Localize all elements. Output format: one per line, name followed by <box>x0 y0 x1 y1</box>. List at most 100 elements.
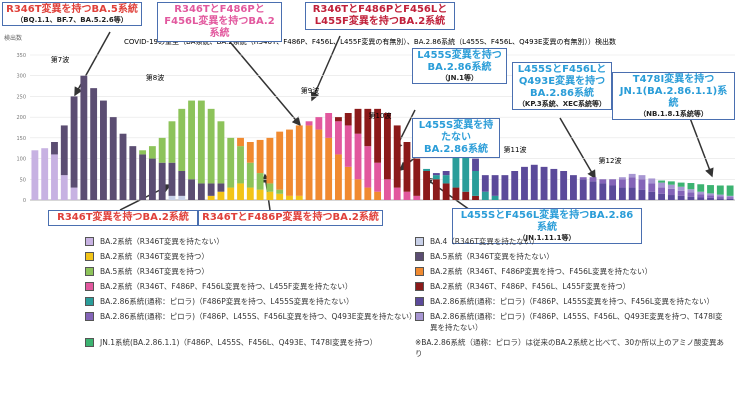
bar-segment <box>276 131 284 190</box>
bar-segment <box>716 198 724 200</box>
callout-line: （BQ.1.1、BF.7、BA.5.2.6等） <box>16 16 128 24</box>
bar-segment <box>560 171 568 200</box>
legend-swatch <box>85 338 94 347</box>
bar-segment <box>618 179 626 188</box>
legend-label: BA.2.86系統(通称：ピロラ)（F486P、L455S変異を持つ、F456L… <box>430 297 714 306</box>
bar-segment <box>442 175 450 184</box>
bar-segment <box>60 175 68 200</box>
bar-segment <box>687 189 695 193</box>
bar-segment <box>286 129 293 196</box>
bar-segment <box>726 197 734 199</box>
bar-segment <box>178 108 186 171</box>
callout-line: T478I変異を持つ <box>632 74 715 85</box>
bar-segment <box>393 187 401 200</box>
bar-segment <box>687 183 695 190</box>
bar-segment <box>335 117 342 122</box>
bar-segment <box>354 133 362 180</box>
bar-segment <box>530 164 538 200</box>
legend-swatch <box>415 252 424 261</box>
bar-segment <box>119 133 127 200</box>
callout: R346TとF486P変異を持つBA.2系統 <box>198 210 383 226</box>
legend-label: BA.2系統（R346T、F486P、F456L、L455F変異を持つ） <box>430 282 631 291</box>
chart-title: COVID-19の重型（BA系統、BA.2系統（R346T、F486P、F456… <box>124 37 616 46</box>
callout-line: L455SとF456L変異を持つBA.2.86系統 <box>460 210 634 233</box>
bar-segment <box>41 148 49 200</box>
callout-line: R346TとF486P変異を持つBA.2系統 <box>202 212 379 223</box>
callout-line: BA.2.86系統 <box>423 144 489 155</box>
bar-segment <box>237 146 244 184</box>
callout: R346T変異を持つBA.5系統 （BQ.1.1、BF.7、BA.5.2.6等） <box>2 2 142 27</box>
bar-segment <box>570 175 577 200</box>
bar-segment <box>677 195 685 200</box>
legend-swatch <box>85 312 94 321</box>
legend-swatch <box>415 312 424 321</box>
bar-segment <box>374 108 382 163</box>
legend-swatch <box>85 267 94 276</box>
footnote: ※BA.2.86系統（通称：ピロラ）は従来のBA.2系統と比べて、30か所以上の… <box>415 338 725 358</box>
wave-label: 第11波 <box>504 145 527 154</box>
bar-segment <box>638 175 646 180</box>
bar-segment <box>246 162 254 188</box>
bar-segment <box>207 183 215 196</box>
legend-label: BA.2系統（R346T、F486P、F456L変異を持つ、L455F変異を持た… <box>100 282 353 291</box>
bar-segment <box>442 183 450 200</box>
bar-segment <box>315 117 323 130</box>
bar-segment <box>295 125 303 196</box>
bar-segment <box>325 137 333 200</box>
callout: L455S変異を持つ BA.2.86系統 （JN.1等） <box>412 48 507 85</box>
bar-segment <box>432 179 440 200</box>
bar-segment <box>579 179 587 200</box>
bar-segment <box>129 146 137 200</box>
bar-segment <box>246 142 254 163</box>
legend-label: BA.2.86系統(通称：ピロラ)（F486P、L455S、F456L変異を持つ… <box>100 312 417 321</box>
bar-segment <box>237 137 244 147</box>
bar-segment <box>207 195 215 200</box>
bar-segment <box>648 178 656 184</box>
bar-segment <box>266 183 274 192</box>
callout-line: JN.1(BA.2.86.1.1)系統 <box>619 86 728 109</box>
bar-segment <box>168 195 176 200</box>
bar-segment <box>716 185 724 195</box>
bar-segment <box>462 133 470 192</box>
bar-segment <box>658 187 665 194</box>
bar-segment <box>70 187 78 200</box>
bar-segment <box>501 175 509 200</box>
bar-segment <box>667 188 675 196</box>
legend-item: BA.2系統（R346T変異を持たない） <box>85 236 415 247</box>
bar-segment <box>217 183 225 192</box>
bar-segment <box>403 142 411 192</box>
bar-segment <box>139 150 147 155</box>
bar-segment <box>677 182 685 187</box>
bar-segment <box>148 158 156 200</box>
bar-segment <box>256 139 264 174</box>
callout-line: F456L変異を持つBA.2系統 <box>164 16 275 39</box>
chart: COVID-19の重型（BA系統、BA.2系統（R346T、F486P、F456… <box>4 31 735 211</box>
wave-label: 第7波 <box>51 55 69 64</box>
bar-segment <box>364 187 372 200</box>
bar-segment <box>383 179 391 200</box>
legend-item: BA.2.86系統(通称：ピロラ)（F486P、L455S、F456L変異を持つ… <box>85 311 417 333</box>
bar-segment <box>687 196 695 200</box>
callout: R346TとF486PとF456Lと L455F変異を持つBA.2系統 <box>305 2 455 30</box>
bar-segment <box>687 192 695 197</box>
wave-label: 第10波 <box>369 111 392 120</box>
bar-segment <box>256 189 264 200</box>
bar-segment <box>618 177 626 180</box>
bar-segment <box>432 175 440 180</box>
wave-label: 第9波 <box>301 86 319 95</box>
legend-item: BA.5系統（R346T変異を持つ） <box>85 266 415 277</box>
bar-segment <box>374 191 382 200</box>
bar-segment <box>638 179 646 190</box>
bar-segment <box>716 194 724 197</box>
bar-segment <box>354 179 362 200</box>
bar-segment <box>697 184 705 192</box>
bar-segment <box>51 154 58 200</box>
legend-item: JN.1系統(BA.2.86.1.1)（F486P、L455S、F456L、Q4… <box>85 337 415 359</box>
callout-line: BA.2.86系統 <box>427 62 492 73</box>
legend-swatch <box>415 282 424 291</box>
callout-line: L455F変異を持つBA.2系統 <box>314 16 446 27</box>
bar-segment <box>286 195 293 200</box>
bar-segment <box>628 187 636 200</box>
callout-line: （NB.1.8.1系統等） <box>639 110 708 118</box>
bar-segment <box>491 175 499 196</box>
